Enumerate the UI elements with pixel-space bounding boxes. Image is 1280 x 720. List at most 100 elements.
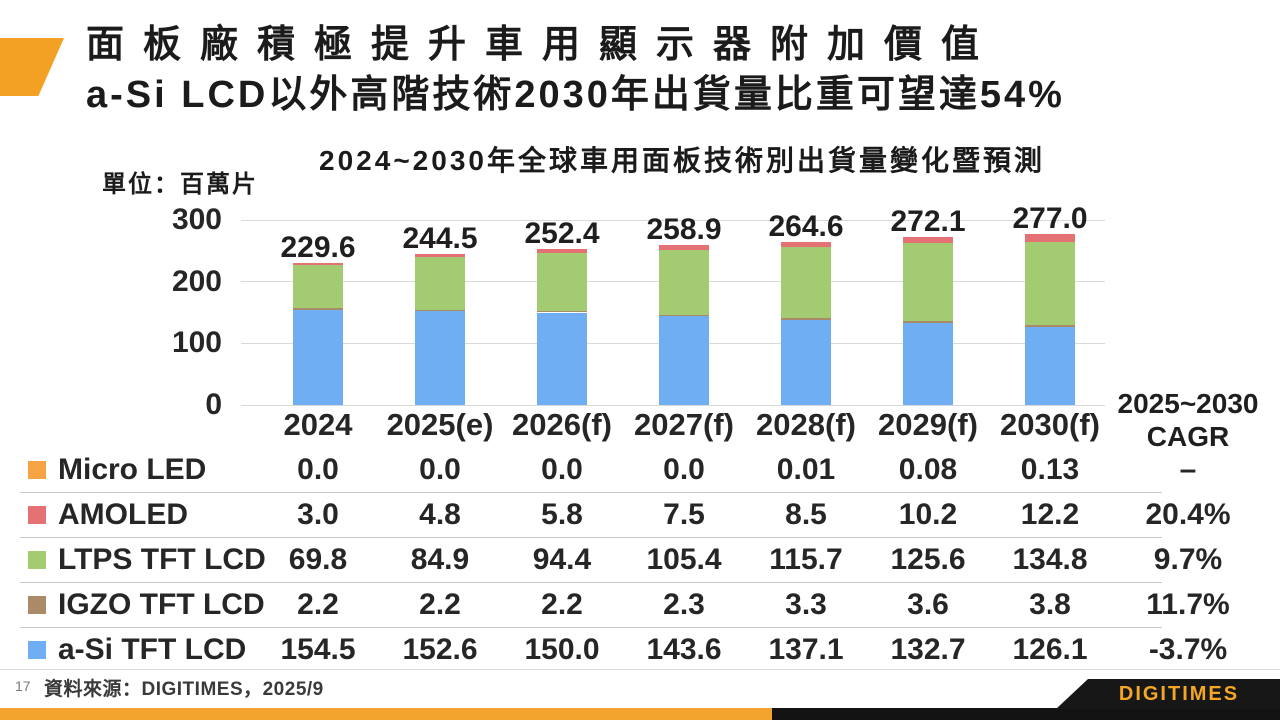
table-row-igzo-tft-lcd: IGZO TFT LCD 2.2 2.2 2.2 2.3 3.3 3.6 3.8 11.7% — [20, 582, 1230, 627]
cagr-header-line1: 2025~2030 — [1117, 388, 1259, 419]
bar-segment-amoled-2028f — [781, 241, 831, 248]
table-cell-value: 8.5 — [785, 498, 827, 531]
digitimes-logo-text: DIGITIMES — [1118, 682, 1240, 705]
bar-segment-ltps-tft-lcd-2027f — [659, 250, 709, 316]
bar-segment-ltps-tft-lcd-2026f — [537, 252, 587, 312]
y-tick-label: 100 — [171, 326, 222, 360]
x-tick-label: 2025(e) — [386, 407, 494, 442]
bar-segment-ltps-tft-lcd-2028f — [781, 247, 831, 319]
row-label: AMOLED — [58, 498, 188, 531]
table-cell-value: 126.1 — [1012, 633, 1088, 666]
bar-segment-amoled-2024 — [293, 263, 343, 266]
bar-segment-a-si-tft-lcd-2027f — [659, 316, 709, 405]
bar-segment-igzo-tft-lcd-2027f — [659, 315, 709, 317]
table-cell-value: 84.9 — [410, 543, 470, 576]
bar-segment-amoled-2030f — [1025, 234, 1075, 242]
bar-total-label: 258.9 — [646, 213, 722, 247]
table-cell-value: 152.6 — [402, 633, 478, 666]
table-row-amoled: AMOLED 3.0 4.8 5.8 7.5 8.5 10.2 12.2 20.4% — [20, 492, 1231, 537]
bar-segment-igzo-tft-lcd-2028f — [781, 318, 831, 321]
gridline-0 — [241, 404, 1105, 406]
table-cell-value: 0.0 — [419, 453, 461, 486]
table-cell-value: 94.4 — [532, 543, 592, 576]
table-cell-value: 0.01 — [776, 453, 836, 486]
slide-title-line2: a-Si LCD以外高階技術2030年出貨量比重可望達54% — [86, 74, 1065, 116]
bar-total-label: 244.5 — [402, 222, 478, 256]
bar-segment-a-si-tft-lcd-2024 — [293, 309, 343, 405]
table-cell-value: 2.2 — [541, 588, 583, 621]
table-cell-value: 3.6 — [907, 588, 949, 621]
row-label: Micro LED — [58, 453, 207, 486]
row-label: LTPS TFT LCD — [58, 543, 266, 576]
bar-total-label: 264.6 — [768, 209, 844, 243]
bar-segment-amoled-2026f — [537, 249, 587, 253]
table-cell-cagr: 9.7% — [1153, 543, 1223, 576]
bar-segment-igzo-tft-lcd-2025e — [415, 309, 465, 311]
bar-segment-a-si-tft-lcd-2030f — [1025, 327, 1075, 405]
table-cell-value: 5.8 — [541, 498, 583, 531]
x-tick-label: 2027(f) — [634, 407, 734, 442]
table-cell-value: 134.8 — [1012, 543, 1088, 576]
table-cell-value: 7.5 — [663, 498, 705, 531]
table-cell-cagr: -3.7% — [1148, 633, 1228, 666]
table-cell-value: 154.5 — [280, 633, 356, 666]
x-tick-label: 2029(f) — [878, 407, 978, 442]
table-cell-value: 69.8 — [288, 543, 348, 576]
table-cell-value: 150.0 — [524, 633, 600, 666]
table-cell-value: 137.1 — [768, 633, 844, 666]
bar-total-label: 272.1 — [890, 205, 966, 239]
legend-swatch-amoled — [28, 506, 46, 524]
x-tick-label: 2030(f) — [1000, 407, 1100, 442]
table-cell-value: 3.0 — [297, 498, 339, 531]
legend-swatch-a-si-tft-lcd — [28, 641, 46, 659]
header-accent-shape — [0, 38, 64, 96]
table-cell-value: 0.13 — [1020, 453, 1080, 486]
digitimes-logo: DIGITIMES — [1056, 679, 1280, 709]
bar-segment-a-si-tft-lcd-2026f — [537, 312, 587, 405]
legend-swatch-ltps-tft-lcd — [28, 551, 46, 569]
bar-segment-amoled-2029f — [903, 237, 953, 244]
table-cell-value: 3.3 — [785, 588, 827, 621]
page-number: 17 — [15, 678, 31, 694]
table-cell-value: 0.0 — [541, 453, 583, 486]
data-table: Micro LED 0.0 0.0 0.0 0.0 0.01 0.08 0.13 – AMOLED… — [20, 448, 1231, 672]
bar-segment-ltps-tft-lcd-2024 — [293, 265, 343, 309]
bar-segment-ltps-tft-lcd-2030f — [1025, 241, 1075, 325]
bar-chart-plot — [241, 219, 1105, 406]
table-cell-value: 0.0 — [297, 453, 339, 486]
table-cell-value: 12.2 — [1020, 498, 1080, 531]
x-tick-label: 2026(f) — [512, 407, 612, 442]
slide-title-line1: 面板廠積極提升車用顯示器附加價值 — [86, 24, 999, 66]
bar-total-label: 252.4 — [524, 217, 600, 251]
table-cell-value: 0.08 — [898, 453, 958, 486]
table-row-a-si-tft-lcd: a-Si TFT LCD 154.5 152.6 150.0 143.6 137.1 132… — [20, 627, 1227, 672]
table-cell-value: 2.2 — [297, 588, 339, 621]
table-cell-cagr: 20.4% — [1145, 498, 1231, 531]
legend-swatch-micro-led — [28, 461, 46, 479]
bar-segment-a-si-tft-lcd-2025e — [415, 310, 465, 405]
table-cell-value: 132.7 — [890, 633, 966, 666]
bar-segment-igzo-tft-lcd-2029f — [903, 320, 953, 324]
table-row-ltps-tft-lcd: LTPS TFT LCD 69.8 84.9 94.4 105.4 115.7 125.6 1… — [20, 537, 1222, 582]
y-tick-label: 200 — [171, 264, 222, 298]
table-cell-value: 105.4 — [646, 543, 722, 576]
row-label: IGZO TFT LCD — [58, 588, 265, 621]
table-cell-value: 10.2 — [898, 498, 958, 531]
table-cell-cagr: 11.7% — [1146, 588, 1230, 621]
table-cell-value: 2.3 — [663, 588, 705, 621]
unit-label: 單位：百萬片 — [102, 171, 258, 198]
bar-segment-igzo-tft-lcd-2026f — [537, 311, 587, 313]
row-label: a-Si TFT LCD — [58, 633, 247, 666]
bar-segment-amoled-2025e — [415, 254, 465, 258]
slide-title: 面板廠積極提升車用顯示器附加價值 a-Si LCD以外高階技術2030年出貨量比… — [86, 20, 1065, 120]
bar-segment-igzo-tft-lcd-2030f — [1025, 324, 1075, 328]
chart-title: 2024~2030年全球車用面板技術別出貨量變化暨預測 — [319, 145, 1045, 176]
table-cell-value: 115.7 — [769, 543, 843, 576]
cagr-column-header: 2025~2030 CAGR — [1100, 387, 1276, 453]
footer-divider — [0, 669, 1280, 670]
table-cell-value: 125.6 — [890, 543, 966, 576]
bar-segment-igzo-tft-lcd-2024 — [293, 308, 343, 310]
cagr-header-line2: CAGR — [1146, 421, 1230, 452]
y-tick-label: 300 — [171, 203, 222, 236]
